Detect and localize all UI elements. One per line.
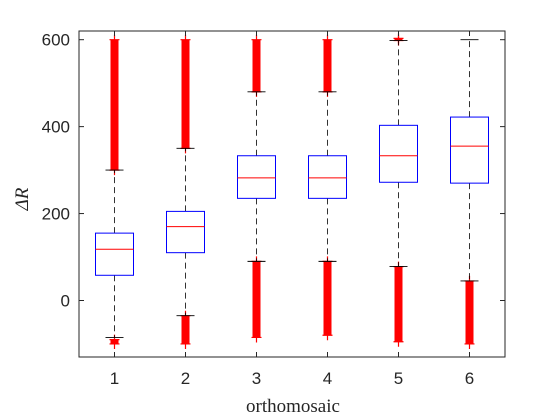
box-group-3 [237,34,276,343]
x-axis-label: orthomosaic [246,396,340,417]
outlier-marker-high-top-2 [180,34,191,45]
y-tick-label-0: 0 [61,291,70,310]
y-tick-label-400: 400 [42,118,70,137]
y-axis-label: ΔR [12,187,33,211]
outlier-band-low-6 [465,280,474,344]
outlier-marker-low-bottom-5 [393,336,404,347]
outlier-band-low-4 [323,261,332,336]
outlier-marker-high-top-3 [251,34,262,45]
outlier-band-high-2 [181,39,190,149]
box-3 [237,155,276,199]
outlier-band-low-5 [394,266,403,342]
box-2 [166,210,205,254]
outlier-marker-high-top-1 [109,34,120,45]
box-group-2 [166,34,205,349]
outlier-marker-low-bottom-2 [180,338,191,349]
outlier-band-high-4 [323,39,332,92]
box-group-6 [450,39,489,349]
x-tick-label-4: 4 [323,369,332,388]
outlier-marker-low-bottom-1 [109,338,120,349]
box-5 [379,124,418,183]
x-tick-label-6: 6 [465,369,474,388]
outlier-band-low-3 [252,261,261,338]
box-group-4 [308,34,347,341]
box-6 [450,116,489,184]
axes: 0 200 400 600 1 2 3 4 5 6 [42,30,506,388]
box-4 [308,155,347,199]
box-group-5 [379,33,418,347]
x-tick-label-3: 3 [252,369,261,388]
outlier-band-high-3 [252,39,261,92]
axes-frame [78,30,506,358]
box-group-1 [95,34,134,349]
x-tick-label-2: 2 [181,369,190,388]
plot-area [95,33,489,349]
outlier-marker-low-bottom-6 [464,338,475,349]
outlier-marker-low-bottom-4 [322,330,333,341]
outlier-marker-low-bottom-3 [251,332,262,343]
x-tick-label-5: 5 [394,369,403,388]
y-tick-label-200: 200 [42,205,70,224]
outlier-marker-high-top-4 [322,34,333,45]
y-tick-label-600: 600 [42,31,70,50]
outlier-band-high-1 [110,39,119,171]
x-tick-label-1: 1 [110,369,119,388]
outlier-band-low-2 [181,315,190,344]
box-1 [95,232,134,276]
